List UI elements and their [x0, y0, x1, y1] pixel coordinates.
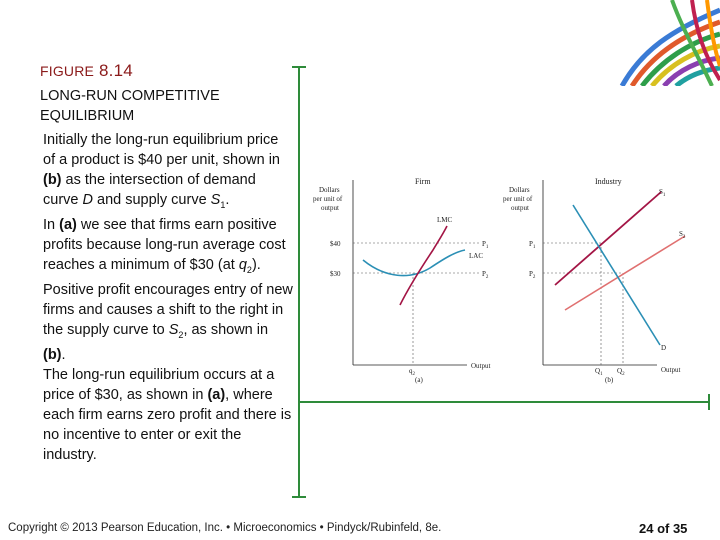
paragraph-2: In (a) we see that firms earn positive p… [43, 216, 286, 275]
figure-title: Figure 8.14 [40, 61, 133, 81]
firm-lac-curve [362, 249, 466, 277]
industry-p2-label: P2 [529, 270, 536, 280]
industry-demand-label: D [661, 344, 666, 352]
page-number: 24 of 35 [639, 521, 688, 536]
industry-title: Industry [595, 177, 622, 186]
industry-demand-curve [572, 204, 661, 346]
firm-ylabel-3: output [321, 204, 339, 212]
firm-ylabel-2: per unit of [313, 195, 343, 203]
firm-panel-label: (a) [415, 376, 423, 384]
decorative-cables-image [612, 0, 720, 86]
firm-q2-label: q2 [409, 367, 416, 377]
paragraph-1: Initially the long-run equilibrium price… [43, 132, 280, 210]
industry-s2-label: S2 [679, 230, 686, 240]
firm-xlabel: Output [471, 362, 491, 370]
accent-top-tick [292, 66, 306, 68]
paragraph-4: The long-run equilibrium occurs at a pri… [43, 366, 292, 463]
industry-q1-label: Q1 [595, 367, 603, 377]
accent-bottom-tick [292, 496, 306, 498]
figure-number: 8.14 [99, 61, 133, 80]
industry-s2-curve [564, 235, 686, 311]
firm-tick-40: $40 [330, 240, 341, 248]
firm-title: Firm [415, 177, 431, 186]
industry-q2-label: Q2 [617, 367, 625, 377]
firm-p1-label: P1 [482, 240, 489, 250]
industry-xlabel: Output [661, 366, 681, 374]
paragraph-3: Positive profit encourages entry of new … [43, 281, 293, 363]
firm-lac-label: LAC [469, 252, 483, 260]
firm-lmc-label: LMC [437, 216, 453, 224]
firm-p2-label: P2 [482, 270, 489, 280]
industry-ylabel-2: per unit of [503, 195, 533, 203]
industry-ylabel-3: output [511, 204, 529, 212]
firm-lmc-curve [399, 225, 448, 306]
figure-graphs: Dollars per unit of output Firm $40 $30 … [313, 177, 686, 384]
industry-p1-label: P1 [529, 240, 536, 250]
industry-s1-label: S1 [659, 188, 666, 198]
figure-subtitle: LONG-RUN COMPETITIVE EQUILIBRIUM [40, 88, 220, 124]
firm-ylabel-1: Dollars [319, 186, 340, 194]
accent-vertical-line [298, 66, 300, 498]
body-text: Initially the long-run equilibrium price… [43, 130, 293, 465]
figure-word: Figure [40, 63, 95, 79]
industry-ylabel-1: Dollars [509, 186, 530, 194]
accent-right-tick [708, 394, 710, 410]
firm-tick-30: $30 [330, 270, 341, 278]
footer-copyright: Copyright © 2013 Pearson Education, Inc.… [8, 522, 442, 534]
accent-horizontal-line [298, 401, 710, 403]
industry-s1-curve [554, 191, 662, 286]
industry-panel-label: (b) [605, 376, 614, 384]
